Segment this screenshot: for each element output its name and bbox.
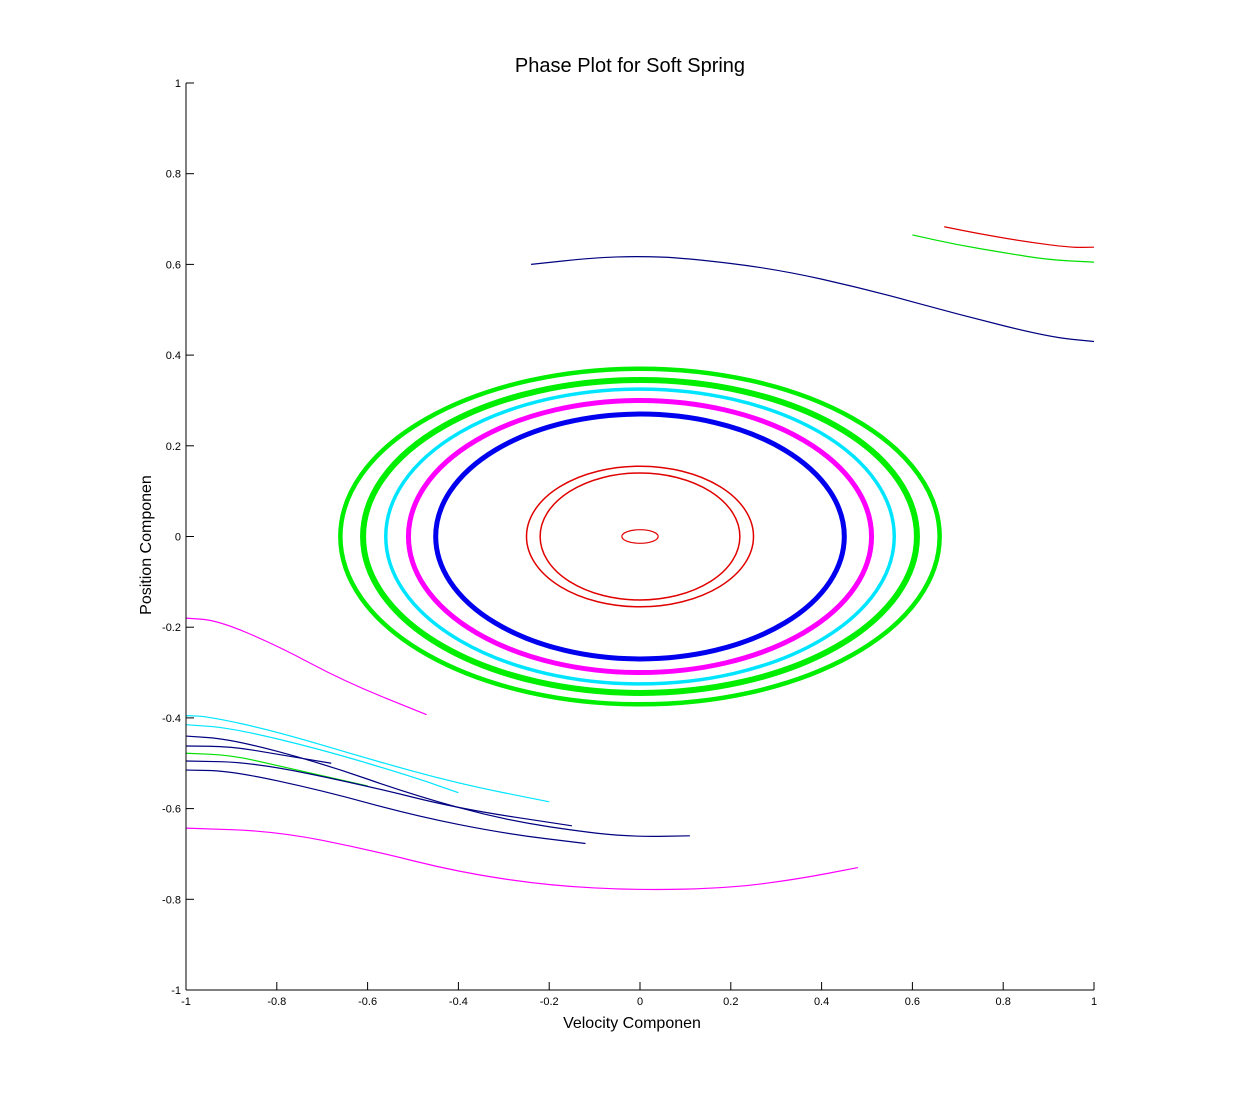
y-tick-label: 0.6 [166, 259, 181, 271]
trajectory-0 [530, 256, 1095, 343]
y-tick-label: 0.8 [166, 169, 181, 181]
orbit-2 [525, 465, 755, 608]
orbit-1 [539, 472, 741, 601]
orbit-6 [360, 377, 920, 696]
trajectory-1 [944, 226, 1095, 249]
x-tick-label: 0.8 [996, 996, 1011, 1008]
y-tick-label: -0.8 [162, 894, 181, 906]
x-tick-label: -0.4 [449, 996, 468, 1008]
x-tick-label: -0.6 [358, 996, 377, 1008]
plot-area [185, 226, 1095, 891]
y-tick-label: 0.2 [166, 441, 181, 453]
chart-title: Phase Plot for Soft Spring [515, 55, 745, 77]
trajectory-4 [185, 827, 859, 891]
y-tick-label: -0.6 [162, 804, 181, 816]
orbit-7 [338, 366, 942, 707]
y-axis-label: Position Componen [138, 475, 155, 615]
x-tick-label: -0.8 [267, 996, 286, 1008]
trajectory-9 [185, 752, 368, 787]
x-tick-label: 0.4 [814, 996, 829, 1008]
trajectory-3 [185, 617, 427, 716]
y-tick-label: 1 [175, 78, 181, 90]
x-tick-label: 0 [637, 996, 643, 1008]
x-tick-label: -1 [181, 996, 191, 1008]
orbit-0 [621, 529, 659, 544]
y-tick-label: 0 [175, 532, 181, 544]
trajectory-6 [185, 724, 459, 794]
y-tick-label: -0.4 [162, 713, 181, 725]
x-tick-label: -0.2 [540, 996, 559, 1008]
x-tick-label: 0.6 [905, 996, 920, 1008]
y-tick-label: -1 [171, 985, 181, 997]
trajectory-11 [185, 769, 586, 845]
trajectory-10 [185, 760, 572, 827]
x-tick-label: 1 [1091, 996, 1097, 1008]
y-tick-label: -0.2 [162, 622, 181, 634]
y-tick-label: 0.4 [166, 350, 181, 362]
trajectory-2 [912, 234, 1095, 263]
x-tick-label: 0.2 [723, 996, 738, 1008]
orbit-4 [405, 397, 875, 676]
orbit-5 [384, 387, 896, 686]
trajectory-5 [185, 715, 550, 803]
axes: -1 -0.8 -0.6 -0.4 -0.2 0 0.2 0.4 0.6 0.8 1 1 0.8 0.6 0… [162, 78, 1097, 1008]
x-axis-label: Velocity Componen [563, 1015, 701, 1032]
orbit-3 [433, 411, 847, 662]
trajectory-8 [185, 745, 332, 764]
